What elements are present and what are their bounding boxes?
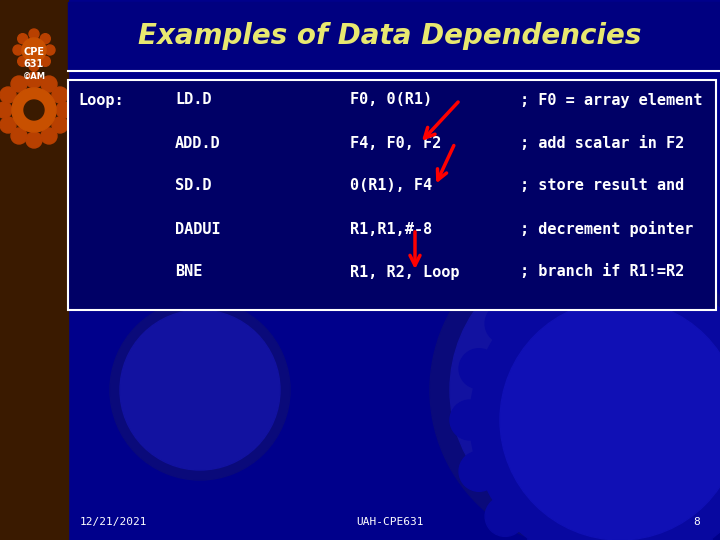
Text: R1, R2, Loop: R1, R2, Loop	[350, 265, 459, 280]
Circle shape	[675, 270, 715, 310]
Circle shape	[574, 252, 614, 292]
Text: ; F0 = array element: ; F0 = array element	[520, 92, 703, 107]
Circle shape	[26, 72, 42, 88]
Circle shape	[11, 76, 27, 92]
Text: F4, F0, F2: F4, F0, F2	[350, 136, 441, 151]
Circle shape	[56, 102, 72, 118]
Bar	[68, 80, 716, 310]
Text: 8: 8	[693, 517, 700, 527]
Text: F0, 0(R1): F0, 0(R1)	[350, 92, 432, 107]
Text: CPE: CPE	[24, 47, 45, 57]
Text: BNE: BNE	[175, 265, 202, 280]
Text: ©AM: ©AM	[22, 71, 45, 80]
Circle shape	[18, 33, 27, 44]
Circle shape	[110, 300, 290, 480]
Circle shape	[26, 132, 42, 148]
Circle shape	[626, 252, 666, 292]
Circle shape	[41, 76, 57, 92]
Text: R1,R1,#-8: R1,R1,#-8	[350, 221, 432, 237]
Text: UAH-CPE631: UAH-CPE631	[356, 517, 424, 527]
Circle shape	[120, 310, 280, 470]
Circle shape	[450, 250, 720, 530]
Text: DADUI: DADUI	[175, 221, 220, 237]
Circle shape	[22, 38, 46, 62]
Circle shape	[13, 45, 23, 55]
Circle shape	[485, 303, 525, 343]
Bar	[0, 0, 68, 540]
Circle shape	[18, 56, 27, 66]
Circle shape	[29, 29, 39, 39]
Circle shape	[29, 61, 39, 71]
Text: 12/21/2021: 12/21/2021	[80, 517, 148, 527]
Circle shape	[525, 270, 565, 310]
Circle shape	[459, 349, 499, 389]
Circle shape	[52, 87, 68, 103]
Text: Examples of Data Dependencies: Examples of Data Dependencies	[138, 22, 642, 50]
Text: ; decrement pointer: ; decrement pointer	[520, 221, 693, 237]
Text: 0(R1), F4: 0(R1), F4	[350, 179, 432, 193]
Circle shape	[500, 300, 720, 540]
Circle shape	[41, 128, 57, 144]
Text: Loop:: Loop:	[78, 92, 124, 107]
Circle shape	[450, 400, 490, 440]
Circle shape	[11, 128, 27, 144]
Circle shape	[40, 33, 50, 44]
Text: ; store result and: ; store result and	[520, 179, 684, 193]
Circle shape	[45, 45, 55, 55]
Text: ADD.D: ADD.D	[175, 136, 220, 151]
Circle shape	[40, 56, 50, 66]
Circle shape	[525, 530, 565, 540]
Circle shape	[485, 496, 525, 536]
Circle shape	[715, 303, 720, 343]
Circle shape	[675, 530, 715, 540]
Circle shape	[24, 100, 44, 120]
Text: 631: 631	[24, 59, 44, 69]
Circle shape	[430, 230, 720, 540]
Circle shape	[52, 117, 68, 133]
Circle shape	[715, 496, 720, 536]
Text: ; branch if R1!=R2: ; branch if R1!=R2	[520, 265, 684, 280]
Circle shape	[459, 451, 499, 491]
Circle shape	[12, 88, 56, 132]
Text: LD.D: LD.D	[175, 92, 212, 107]
Bar	[68, 2, 720, 70]
Text: ; add scalar in F2: ; add scalar in F2	[520, 136, 684, 151]
Text: SD.D: SD.D	[175, 179, 212, 193]
Circle shape	[470, 270, 720, 540]
Circle shape	[0, 87, 16, 103]
Circle shape	[0, 102, 12, 118]
Circle shape	[0, 117, 16, 133]
